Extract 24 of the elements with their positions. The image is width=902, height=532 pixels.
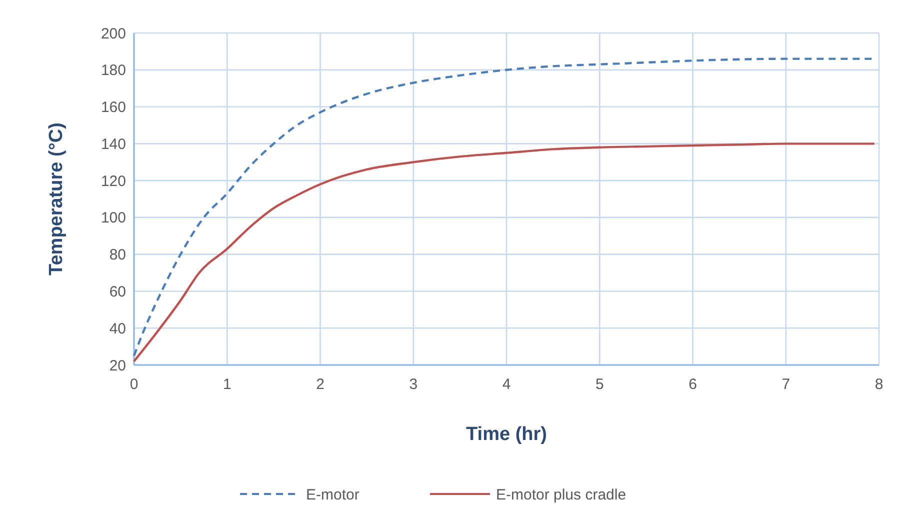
x-tick-label: 7 [782, 376, 790, 393]
x-tick-label: 3 [409, 376, 418, 393]
y-tick-label: 200 [100, 25, 126, 42]
x-tick-label: 1 [222, 376, 232, 393]
y-tick-label: 120 [100, 172, 126, 190]
x-tick-label: 2 [316, 376, 324, 393]
y-tick-label: 140 [100, 136, 126, 153]
y-tick-label: 60 [109, 283, 126, 300]
y-tick-label: 40 [109, 320, 126, 338]
line-series [132, 142, 876, 362]
y-tick-label: 20 [109, 357, 126, 374]
y-tick-label: 160 [100, 99, 126, 116]
x-tick-label: 5 [595, 376, 604, 393]
legend-label: E-motor [306, 486, 360, 504]
y-axis-title: Temperature (°C) [46, 122, 67, 276]
y-tick-label: 80 [109, 246, 126, 264]
y-tick-label: 100 [100, 210, 126, 227]
y-tick-label: 180 [100, 62, 126, 80]
x-axis-title: Time (hr) [466, 424, 547, 445]
x-tick-label: 0 [130, 376, 138, 393]
x-tick-label: 8 [874, 376, 884, 393]
x-tick-label: 6 [688, 376, 697, 393]
legend-label: E-motor plus cradle [496, 486, 626, 504]
x-tick-label: 4 [502, 376, 511, 393]
